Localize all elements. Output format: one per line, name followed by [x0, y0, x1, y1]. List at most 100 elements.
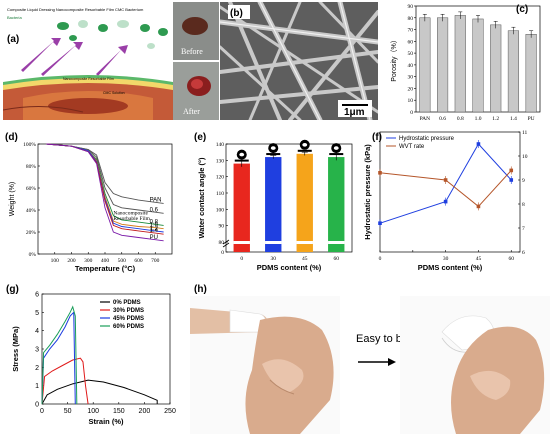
- x-tick-label: 30: [443, 256, 449, 262]
- x-tick-label: PAN: [420, 116, 431, 122]
- y-tick-label: 1: [35, 383, 39, 390]
- photo-after-label: After: [183, 107, 200, 116]
- series-line-PU: [46, 143, 164, 242]
- panel-a-photos: Before After: [173, 2, 219, 120]
- plot-frame: [379, 131, 521, 253]
- y-axis-label: Stress (MPa): [11, 326, 20, 372]
- x-tick-label: 50: [64, 408, 72, 415]
- bar: [419, 17, 431, 113]
- x-tick-label: 200: [67, 258, 76, 264]
- hand-bent-photo: [400, 296, 550, 434]
- legend-label: 60% PDMS: [113, 324, 144, 330]
- series-label: 1.2: [150, 226, 159, 232]
- panel-label-h: (h): [194, 284, 207, 295]
- bar: [233, 163, 250, 252]
- bar-break-gap: [296, 241, 313, 244]
- y-tick-label: 70: [408, 28, 414, 34]
- series-line: [41, 379, 158, 405]
- y-tick-label: 4: [35, 328, 39, 335]
- panel-h-photos: (h) Easy to bend: [190, 280, 550, 434]
- y-tick-label: 30: [408, 75, 414, 81]
- series-label: 1.4: [150, 228, 159, 234]
- droplet-highlight: [333, 146, 339, 150]
- x-tick-label: 1.0: [475, 116, 482, 122]
- x-tick-label: 0.8: [457, 116, 464, 122]
- droplet-highlight: [302, 143, 308, 147]
- x-tick-label: 100: [51, 258, 60, 264]
- panel-f-chart: (f) 6 7 8 9 10 11 0 30 45 60 Hydrostatic pressure W…: [360, 124, 550, 274]
- y-tick-label: 40: [408, 63, 414, 69]
- panel-b-sem: (b) 1μm: [220, 2, 378, 120]
- panel-label-e: (e): [194, 132, 206, 143]
- y-tick-label-right: 6: [522, 250, 525, 256]
- y-tick-label: 0: [35, 402, 39, 409]
- panel-label-g: (g): [6, 284, 19, 295]
- x-tick-label: 1.4: [510, 116, 517, 122]
- x-axis-label: Temperature (°C): [75, 264, 136, 273]
- panel-d-chart: (d) 0% 20% 40% 60% 80% 100% 100 200 300 400 500 600…: [2, 124, 178, 274]
- x-tick-label: 600: [134, 258, 143, 264]
- y-tick-label-right: 10: [522, 154, 528, 160]
- arrows: [21, 38, 128, 76]
- cmc-label: CMC Solution: [103, 91, 125, 95]
- y-tick-label-right: 9: [522, 178, 525, 184]
- series-line: [41, 305, 78, 405]
- x-tick-label: 700: [151, 258, 160, 264]
- y-tick-label: 0: [221, 250, 224, 256]
- droplet-base: [329, 153, 344, 156]
- panel-label-c: (c): [516, 4, 528, 15]
- x-tick-label: 60: [334, 256, 340, 262]
- plot-frame: [225, 143, 353, 253]
- y-tick-label: 60%: [26, 186, 37, 192]
- x-tick-label: 250: [164, 408, 176, 415]
- x-tick-label: 500: [118, 258, 127, 264]
- x-tick-label: 100: [87, 408, 99, 415]
- y-tick-label: 6: [35, 292, 39, 299]
- x-axis-label: Strain (%): [88, 417, 124, 426]
- y-tick-label: 90: [219, 224, 225, 230]
- panel-label-a: (a): [7, 34, 19, 45]
- y-tick-label: 2: [35, 365, 39, 372]
- panel-g-chart: (g) 0 1 2 3 4 5 6 0 50 100 150 200 250 0% PDMS 30% PDM…: [2, 276, 184, 434]
- y-tick-label: 100%: [23, 142, 36, 148]
- photo-before-label: Before: [181, 47, 203, 56]
- x-tick-label: 45: [302, 256, 308, 262]
- x-tick-label: 0: [379, 256, 382, 262]
- legend-label: 0% PDMS: [113, 300, 141, 306]
- bar: [437, 17, 449, 113]
- bar: [490, 24, 502, 113]
- y-tick-label-right: 8: [522, 202, 525, 208]
- y-tick-label: 0: [410, 110, 413, 116]
- x-axis-label: PDMS content (%): [418, 263, 483, 272]
- x-axis-label: PDMS content (%): [257, 263, 322, 272]
- x-tick-label: 150: [113, 408, 125, 415]
- x-tick-label: PU: [528, 116, 535, 122]
- series-line: [379, 170, 512, 208]
- x-tick-label: 60: [509, 256, 515, 262]
- bar: [454, 15, 466, 113]
- y-axis-label: Hydrostatic pressure (kPa): [363, 144, 372, 240]
- y-tick-label: 90: [408, 4, 414, 10]
- bar: [507, 30, 519, 113]
- axis-break: [222, 242, 230, 248]
- series-label: PU: [150, 235, 158, 241]
- y-tick-label: 120: [216, 175, 225, 181]
- droplet-base: [266, 153, 281, 156]
- panel-c-chart: (c) 0 10 20 30 40 50 60 70 80 90 PAN 0.6 0.8 1.0 1.2 1.…: [380, 0, 550, 124]
- annotation-line1: Nanocomposite: [113, 210, 148, 216]
- y-tick-label: 0%: [29, 252, 37, 258]
- film-label: Nanocomposite Resorbable Film: [63, 77, 114, 81]
- bar: [296, 153, 313, 252]
- panel-label-b: (b): [230, 8, 243, 19]
- y-tick-label: 80: [219, 240, 225, 246]
- y-axis-label: Water contact angle (°): [197, 157, 206, 239]
- panel-label-f: (f): [372, 132, 382, 143]
- y-tick-label: 110: [216, 191, 224, 197]
- annotation-line2: Resorbable Film: [113, 216, 150, 222]
- legend-label: 30% PDMS: [113, 308, 144, 314]
- x-tick-label: 0.6: [439, 116, 446, 122]
- bar-break-gap: [328, 241, 345, 244]
- bend-arrowhead: [388, 358, 396, 366]
- panel-e-chart: (e) 0 80 90 100 110 120 130 140 0 30 45 60 PDMS cont…: [180, 124, 370, 274]
- y-tick-label: 80%: [26, 164, 37, 170]
